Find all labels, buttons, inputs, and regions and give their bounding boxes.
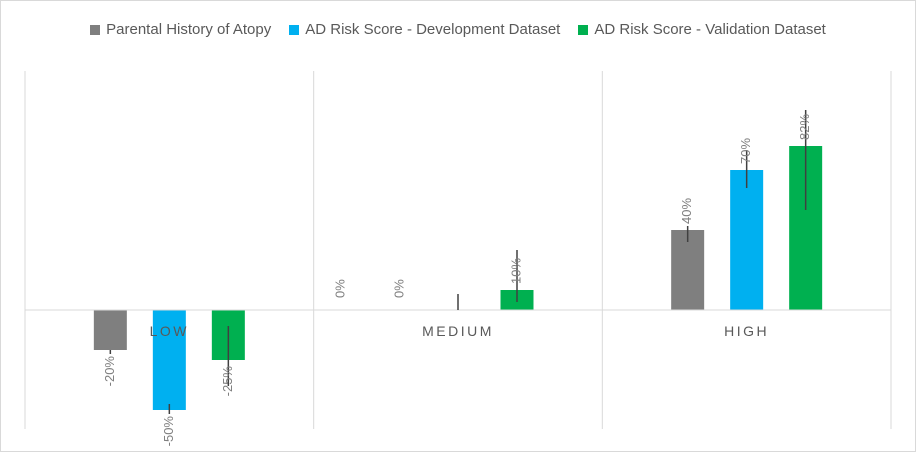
- bar: [730, 170, 764, 310]
- data-label: 10%: [508, 258, 523, 284]
- data-label: -20%: [102, 356, 117, 387]
- category-label: LOW: [150, 323, 189, 339]
- data-label: 82%: [797, 114, 812, 140]
- legend-swatch-validation: [578, 24, 589, 35]
- legend-item-parental-history: Parental History of Atopy: [90, 21, 271, 38]
- legend-label-development: AD Risk Score - Development Dataset: [305, 21, 561, 38]
- legend-item-development: AD Risk Score - Development Dataset: [289, 21, 560, 38]
- bar: [152, 310, 186, 410]
- legend-label-parental-history: Parental History of Atopy: [106, 21, 272, 38]
- legend-label-validation: AD Risk Score - Validation Dataset: [594, 21, 826, 38]
- data-label: 70%: [738, 138, 753, 164]
- data-label: -25%: [220, 366, 235, 397]
- category-label: MEDIUM: [422, 323, 494, 339]
- legend-item-validation: AD Risk Score - Validation Dataset: [578, 21, 826, 38]
- data-label: -50%: [161, 416, 176, 447]
- data-label: 0%: [391, 279, 406, 298]
- legend-swatch-parental-history: [90, 24, 101, 35]
- data-label: 0%: [332, 279, 347, 298]
- bar: [93, 310, 127, 350]
- data-label: 40%: [679, 198, 694, 224]
- legend: Parental History of Atopy AD Risk Score …: [1, 21, 915, 38]
- bar: [671, 230, 705, 310]
- category-label: HIGH: [724, 323, 769, 339]
- legend-swatch-development: [289, 24, 300, 35]
